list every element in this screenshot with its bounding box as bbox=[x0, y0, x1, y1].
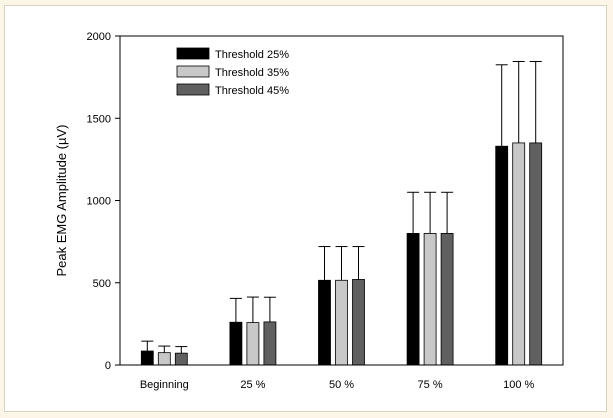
bar bbox=[529, 142, 543, 366]
legend-label: Threshold 25% bbox=[215, 49, 289, 61]
bar bbox=[174, 352, 188, 366]
x-tick-label: 50 % bbox=[329, 379, 354, 391]
y-axis-title: Peak EMG Amplitude (µV) bbox=[54, 125, 69, 277]
bar bbox=[229, 321, 243, 366]
y-tick-label: 1500 bbox=[87, 113, 111, 125]
x-tick-label: 75 % bbox=[418, 379, 443, 391]
bar bbox=[157, 352, 171, 366]
legend-label: Threshold 35% bbox=[215, 67, 289, 79]
bar bbox=[246, 322, 260, 366]
bar bbox=[140, 350, 154, 366]
x-tick-label: Beginning bbox=[140, 379, 189, 391]
bar bbox=[263, 321, 277, 366]
bar bbox=[352, 279, 365, 366]
bar bbox=[440, 232, 454, 366]
y-tick-label: 1000 bbox=[87, 196, 111, 208]
bar bbox=[423, 232, 437, 366]
bar bbox=[318, 279, 331, 366]
bar bbox=[335, 279, 348, 366]
bar bbox=[495, 145, 509, 366]
x-tick-label: 25 % bbox=[240, 379, 265, 391]
legend-swatch bbox=[176, 65, 210, 78]
bar bbox=[512, 142, 526, 366]
legend-label: Threshold 45% bbox=[215, 85, 289, 97]
bar bbox=[406, 232, 420, 366]
y-tick-label: 500 bbox=[93, 278, 111, 290]
legend-swatch bbox=[176, 47, 210, 60]
y-tick-label: 0 bbox=[105, 360, 111, 372]
y-tick-label: 2000 bbox=[87, 31, 111, 43]
x-tick-label: 100 % bbox=[503, 379, 534, 391]
legend-swatch bbox=[176, 83, 210, 96]
